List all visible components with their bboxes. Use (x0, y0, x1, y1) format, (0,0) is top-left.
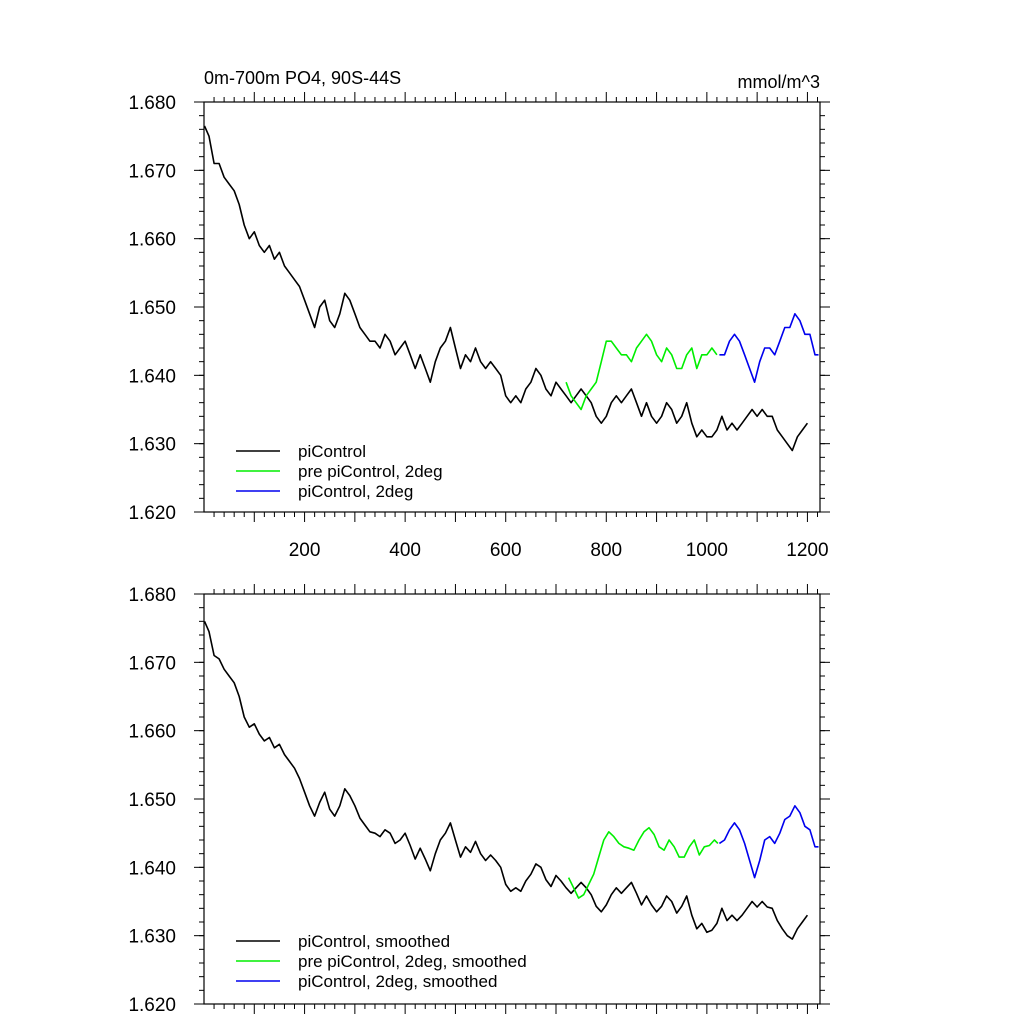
panel-smoothed: 1.620 1.630 1.640 1.650 1.660 1.670 1.680 piCo… (128, 584, 830, 1016)
y-tick-label: 1.650 (128, 298, 176, 319)
y-tick-label: 1.660 (128, 230, 176, 251)
x-tick-label: 200 (289, 540, 321, 561)
chart-units: mmol/m^3 (738, 72, 820, 92)
x-tick-label: 1200 (786, 540, 828, 561)
y-tick-label: 1.640 (128, 366, 176, 387)
legend-top: piControl pre piControl, 2deg piControl,… (236, 442, 443, 501)
series-line-3 (718, 804, 819, 879)
y-tick-label: 1.650 (128, 790, 176, 811)
series-line-3 (719, 312, 819, 384)
series-line-2 (565, 333, 718, 411)
y-tick-label: 1.620 (128, 503, 176, 524)
plot-frame-top (203, 101, 821, 513)
legend-label: pre piControl, 2deg (298, 462, 443, 481)
tick-marks-bottom: 1.620 1.630 1.640 1.650 1.660 1.670 1.680 (128, 584, 830, 1016)
plot-frame-bottom (203, 593, 821, 1005)
x-tick-label: 800 (590, 540, 622, 561)
series-line-2 (567, 826, 719, 899)
series-group-top (203, 125, 819, 452)
x-tick-label: 400 (389, 540, 421, 561)
y-tick-label: 1.670 (128, 161, 176, 182)
y-tick-label: 1.640 (128, 858, 176, 879)
legend-bottom: piControl, smoothed pre piControl, 2deg,… (236, 932, 527, 991)
legend-label: piControl, smoothed (298, 932, 450, 951)
legend-label: piControl, 2deg, smoothed (298, 972, 497, 991)
y-tick-label: 1.660 (128, 722, 176, 743)
x-tick-label: 600 (490, 540, 522, 561)
legend-label: pre piControl, 2deg, smoothed (298, 952, 527, 971)
y-tick-label: 1.630 (128, 927, 176, 948)
y-tick-label: 1.620 (128, 995, 176, 1016)
y-tick-label: 1.680 (128, 93, 176, 114)
y-tick-label: 1.680 (128, 585, 176, 606)
chart-title: 0m-700m PO4, 90S-44S (204, 68, 401, 88)
tick-marks-top: 1.620 1.630 1.640 1.650 1.660 1.670 1.680 200 40… (128, 92, 830, 561)
panel-raw: 0m-700m PO4, 90S-44S mmol/m^3 1.620 1.630… (128, 68, 830, 561)
x-tick-label: 1000 (686, 540, 728, 561)
y-tick-label: 1.670 (128, 653, 176, 674)
y-tick-label: 1.630 (128, 435, 176, 456)
series-line-1 (203, 125, 809, 452)
series-group-bottom (203, 620, 819, 940)
legend-label: piControl, 2deg (298, 482, 413, 501)
legend-label: piControl (298, 442, 366, 461)
series-line-1 (203, 620, 809, 940)
